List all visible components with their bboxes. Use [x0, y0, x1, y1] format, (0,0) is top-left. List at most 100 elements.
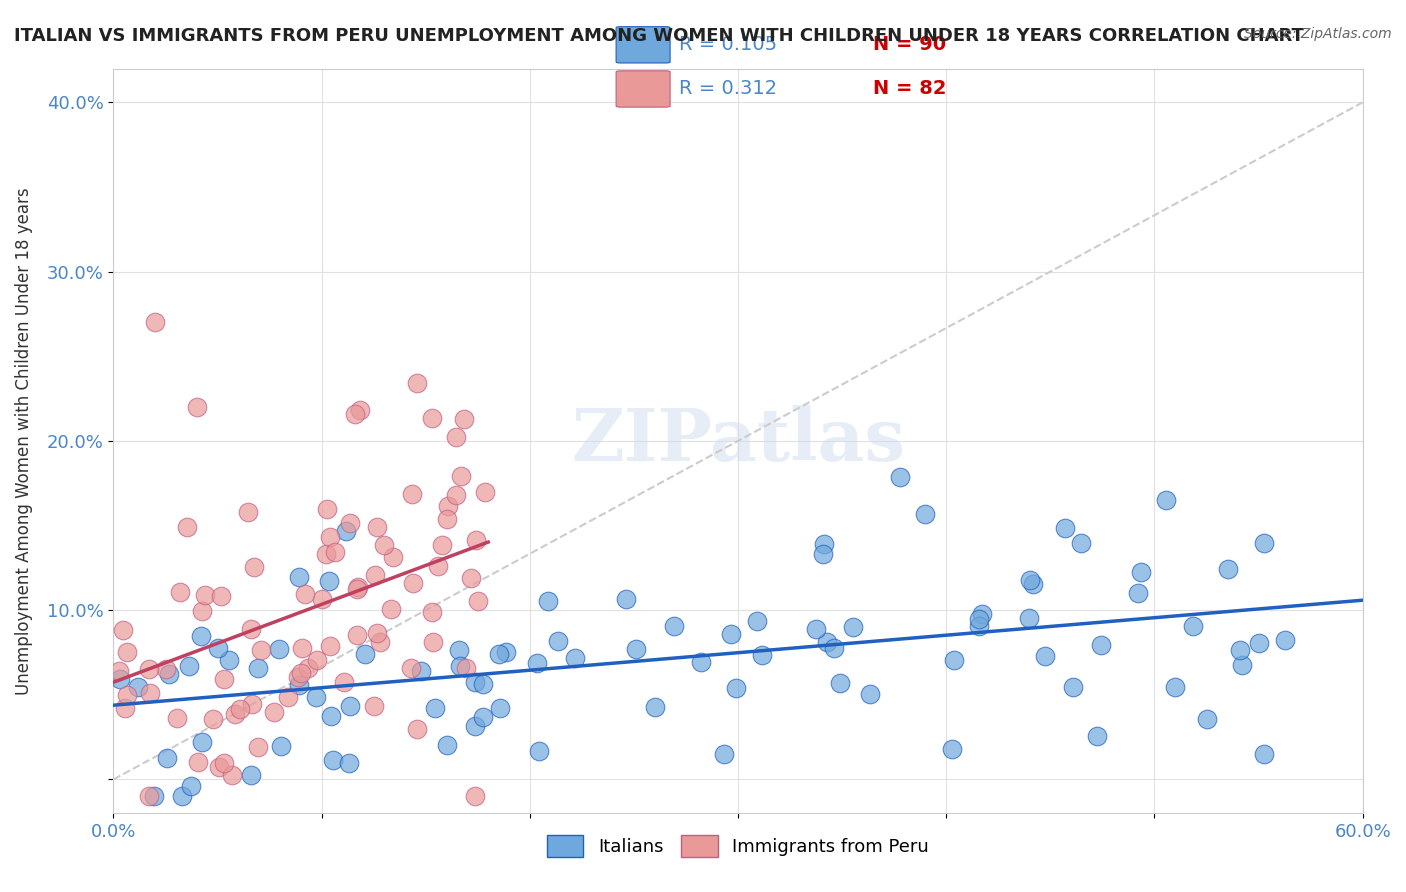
Italians: [1070, 536, 1092, 550]
Immigrants from Peru: [143, 315, 166, 329]
Immigrants from Peru: [287, 670, 309, 684]
Italians: [1130, 566, 1153, 580]
Immigrants from Peru: [221, 768, 243, 782]
Italians: [942, 653, 965, 667]
Italians: [108, 672, 131, 686]
Immigrants from Peru: [323, 545, 346, 559]
Legend: Italians, Immigrants from Peru: Italians, Immigrants from Peru: [540, 827, 936, 863]
Italians: [889, 470, 911, 484]
Immigrants from Peru: [432, 538, 454, 552]
Italians: [449, 643, 471, 657]
Italians: [321, 708, 343, 723]
Immigrants from Peru: [229, 701, 252, 715]
Immigrants from Peru: [474, 484, 496, 499]
Italians: [190, 629, 212, 643]
Immigrants from Peru: [277, 690, 299, 704]
Immigrants from Peru: [464, 789, 486, 804]
Immigrants from Peru: [169, 585, 191, 599]
Italians: [972, 607, 994, 621]
Immigrants from Peru: [176, 519, 198, 533]
Immigrants from Peru: [294, 587, 316, 601]
Immigrants from Peru: [436, 512, 458, 526]
Italians: [811, 547, 834, 561]
Italians: [177, 659, 200, 673]
Immigrants from Peru: [373, 538, 395, 552]
Italians: [287, 678, 309, 692]
Italians: [859, 687, 882, 701]
Italians: [318, 574, 340, 588]
Italians: [1218, 562, 1240, 576]
Immigrants from Peru: [422, 635, 444, 649]
Immigrants from Peru: [460, 571, 482, 585]
Italians: [1022, 577, 1045, 591]
Italians: [967, 619, 990, 633]
Italians: [1274, 633, 1296, 648]
Italians: [1229, 643, 1251, 657]
Immigrants from Peru: [366, 520, 388, 534]
Text: R = 0.105: R = 0.105: [679, 35, 778, 54]
Italians: [207, 641, 229, 656]
Immigrants from Peru: [450, 469, 472, 483]
Immigrants from Peru: [138, 789, 160, 804]
Italians: [1253, 535, 1275, 549]
Italians: [1090, 639, 1112, 653]
Italians: [813, 537, 835, 551]
Italians: [564, 651, 586, 665]
Italians: [270, 739, 292, 753]
Italians: [464, 675, 486, 690]
Italians: [751, 648, 773, 662]
Immigrants from Peru: [401, 487, 423, 501]
Immigrants from Peru: [382, 549, 405, 564]
Italians: [495, 645, 517, 659]
Immigrants from Peru: [138, 661, 160, 675]
Immigrants from Peru: [464, 533, 486, 547]
Italians: [191, 735, 214, 749]
Italians: [247, 661, 270, 675]
Text: ZIPatlas: ZIPatlas: [571, 405, 905, 476]
Italians: [1197, 712, 1219, 726]
Immigrants from Peru: [467, 594, 489, 608]
Immigrants from Peru: [370, 635, 392, 649]
Italians: [1018, 610, 1040, 624]
Text: R = 0.312: R = 0.312: [679, 79, 778, 98]
Immigrants from Peru: [316, 502, 339, 516]
Italians: [644, 700, 666, 714]
Italians: [1181, 619, 1204, 633]
Immigrants from Peru: [401, 576, 423, 591]
Immigrants from Peru: [380, 602, 402, 616]
Italians: [471, 710, 494, 724]
Italians: [941, 742, 963, 756]
Immigrants from Peru: [454, 661, 477, 675]
Immigrants from Peru: [246, 739, 269, 754]
Italians: [690, 655, 713, 669]
Italians: [322, 753, 344, 767]
Immigrants from Peru: [346, 580, 368, 594]
Italians: [305, 690, 328, 705]
Italians: [488, 647, 510, 661]
Italians: [1156, 493, 1178, 508]
Italians: [823, 640, 845, 655]
Text: ITALIAN VS IMMIGRANTS FROM PERU UNEMPLOYMENT AMONG WOMEN WITH CHILDREN UNDER 18 : ITALIAN VS IMMIGRANTS FROM PERU UNEMPLOY…: [14, 27, 1303, 45]
Immigrants from Peru: [117, 688, 139, 702]
Immigrants from Peru: [224, 706, 246, 721]
Immigrants from Peru: [446, 430, 468, 444]
Italians: [172, 789, 194, 804]
Italians: [240, 768, 263, 782]
Text: N = 90: N = 90: [873, 35, 946, 54]
Immigrants from Peru: [249, 642, 271, 657]
Immigrants from Peru: [238, 505, 260, 519]
Italians: [720, 627, 742, 641]
Immigrants from Peru: [339, 516, 361, 530]
Italians: [747, 614, 769, 628]
Italians: [1019, 573, 1042, 587]
Italians: [725, 681, 748, 696]
Immigrants from Peru: [436, 499, 458, 513]
Immigrants from Peru: [194, 588, 217, 602]
Immigrants from Peru: [363, 698, 385, 713]
Italians: [127, 680, 149, 694]
Immigrants from Peru: [263, 705, 285, 719]
Italians: [339, 698, 361, 713]
Immigrants from Peru: [166, 711, 188, 725]
Immigrants from Peru: [139, 686, 162, 700]
Italians: [335, 524, 357, 539]
